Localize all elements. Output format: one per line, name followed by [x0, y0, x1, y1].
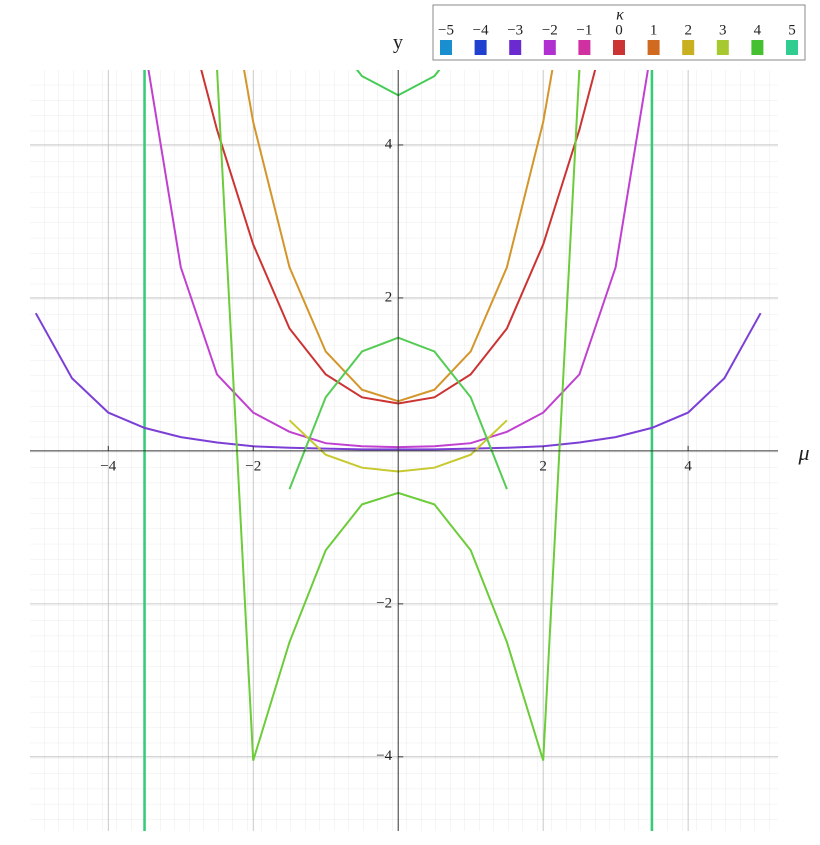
colorbar-tick-label: 5 — [788, 22, 796, 38]
colorbar-tick-label: −4 — [473, 22, 489, 38]
colorbar-tick-label: 4 — [754, 22, 762, 38]
colorbar-swatch — [682, 40, 695, 55]
colorbar-tick-label: 2 — [684, 22, 692, 38]
colorbar-swatch — [613, 40, 625, 55]
colorbar-label: κ — [616, 7, 624, 24]
y-tick-label: 2 — [385, 289, 393, 305]
colorbar-swatch — [474, 40, 487, 55]
colorbar-swatch — [440, 40, 452, 55]
x-axis-label: μ — [797, 440, 809, 465]
colorbar-tick-label: −2 — [542, 22, 558, 38]
colorbar-swatch — [509, 40, 522, 55]
colorbar-swatch — [647, 40, 660, 55]
y-axis-label: y — [393, 32, 403, 54]
axes: −4 −2 2 4 −4 −2 2 4 — [30, 70, 778, 831]
colorbar-tick-label: 1 — [650, 22, 658, 38]
colorbar-swatch — [578, 40, 591, 55]
colorbar-swatch — [716, 40, 729, 55]
y-tick-label: −2 — [376, 595, 392, 611]
colorbar-swatch — [751, 40, 764, 55]
colorbar-tick-label: −3 — [507, 22, 523, 38]
y-tick-label: −4 — [376, 748, 392, 764]
colorbar-tick-label: 0 — [615, 22, 623, 38]
colorbar-tick-label: −1 — [576, 22, 592, 38]
colorbar: −5 −4 −3 −2 −1 0 1 2 3 4 5 — [438, 22, 798, 55]
x-tick-label: −2 — [245, 458, 261, 474]
x-tick-label: 4 — [684, 458, 692, 474]
colorbar-tick-label: −5 — [438, 22, 454, 38]
y-tick-label: 4 — [385, 136, 393, 152]
x-tick-label: 2 — [539, 458, 547, 474]
x-tick-label: −4 — [100, 458, 116, 474]
colorbar-tick-label: 3 — [719, 22, 727, 38]
colorbar-swatch — [786, 40, 798, 55]
colorbar-swatch — [543, 40, 556, 55]
